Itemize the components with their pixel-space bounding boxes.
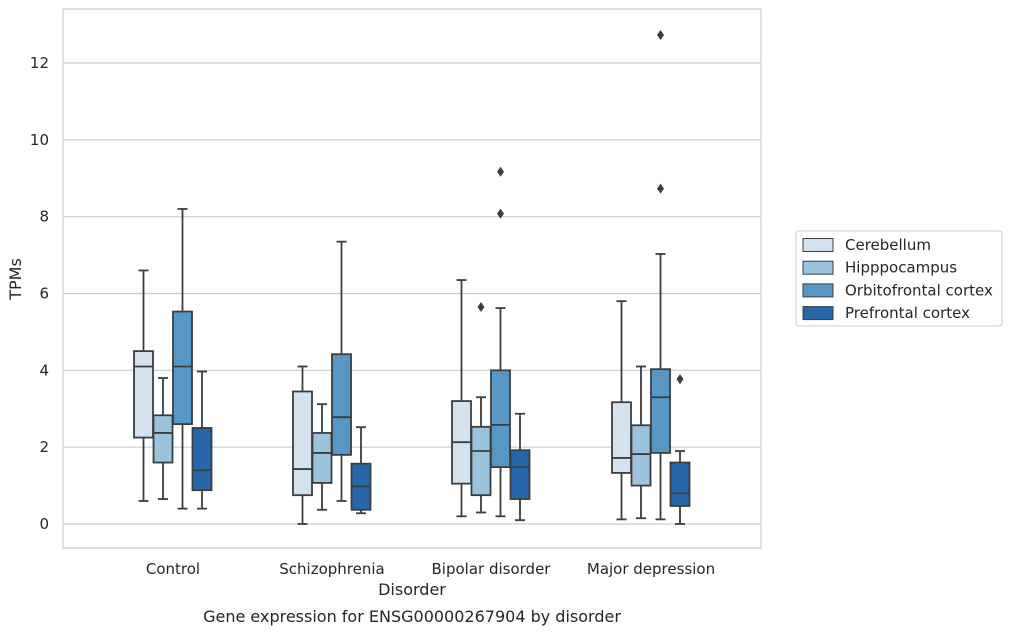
legend-swatch-1	[802, 260, 834, 275]
y-tick-label-2: 2	[39, 438, 49, 456]
outlier-point	[657, 183, 664, 194]
series-cerebellum	[133, 269, 632, 525]
legend-swatch-3	[802, 306, 834, 321]
outlier-point	[477, 301, 485, 312]
outlier-point	[497, 166, 504, 177]
outlier-point	[657, 29, 664, 40]
legend-label-0: Cerebellum	[845, 236, 931, 254]
x-tick-label-0: Control	[146, 560, 200, 578]
y-tick-labels: 0 2 4 6 8 10 12	[30, 54, 49, 533]
box	[172, 310, 193, 426]
outlier-point	[497, 208, 504, 219]
x-tick-label-3: Major depression	[587, 560, 715, 578]
box	[630, 424, 652, 487]
box	[133, 350, 154, 439]
x-tick-label-1: Schizophrenia	[279, 560, 384, 578]
series-hipppocampus	[152, 301, 652, 520]
legend-label-1: Hipppocampus	[845, 259, 957, 277]
plot-area-frame	[62, 8, 762, 549]
y-tick-label-4: 4	[39, 361, 49, 379]
box	[650, 368, 671, 454]
box	[292, 390, 313, 497]
legend-label-2: Orbitofrontal cortex	[845, 281, 993, 299]
y-tick-label-8: 8	[39, 208, 49, 226]
outlier-point	[676, 374, 684, 385]
x-tick-label-2: Bipolar disorder	[432, 560, 552, 578]
series-orbitofrontal-cortex	[172, 29, 671, 521]
y-tick-label-10: 10	[30, 131, 49, 149]
box	[311, 432, 333, 484]
chart-caption: Gene expression for ENSG00000267904 by d…	[203, 607, 621, 626]
x-axis-title: Disorder	[378, 580, 446, 599]
box	[152, 414, 174, 464]
y-tick-label-0: 0	[39, 515, 49, 533]
series-prefrontal-cortex	[191, 370, 691, 525]
legend-label-3: Prefrontal cortex	[845, 304, 970, 322]
y-axis-title: TPMs	[6, 258, 25, 301]
legend-frame	[795, 230, 1003, 327]
box	[669, 461, 691, 507]
box	[331, 353, 352, 456]
y-tick-label-12: 12	[30, 54, 49, 72]
legend: Cerebellum Hipppocampus Orbitofrontal cort…	[795, 230, 1003, 327]
x-tick-labels: Control Schizophrenia Bipolar disorder Majo…	[146, 560, 715, 578]
box	[470, 425, 492, 497]
legend-swatch-0	[802, 238, 834, 252]
y-tick-label-6: 6	[39, 285, 49, 303]
box	[509, 449, 531, 500]
legend-swatch-2	[802, 283, 834, 298]
box	[611, 401, 632, 474]
box	[191, 427, 213, 492]
box	[490, 369, 511, 469]
box-series	[133, 29, 691, 525]
